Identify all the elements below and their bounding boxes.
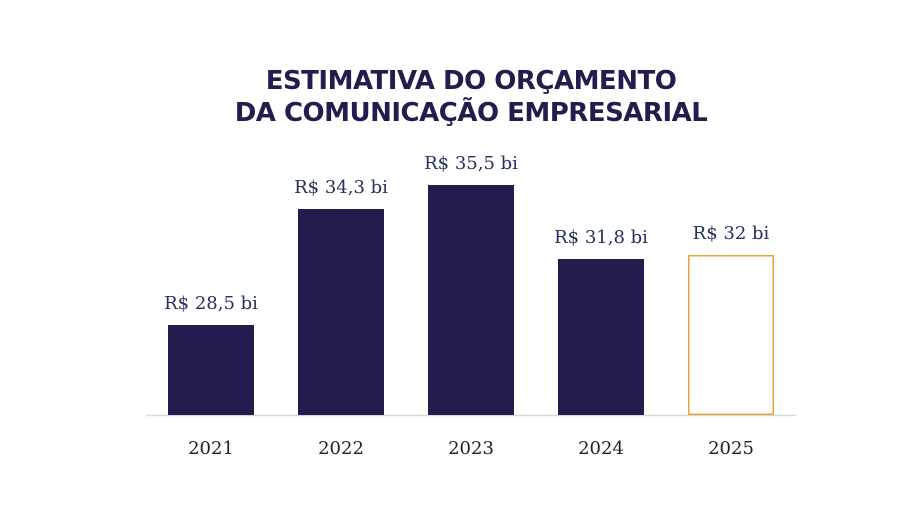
bar — [558, 259, 644, 415]
x-tick-label: 2022 — [318, 438, 364, 459]
x-tick-label: 2025 — [708, 438, 754, 459]
x-tick-label: 2021 — [188, 438, 234, 459]
x-tick-label: 2023 — [448, 438, 494, 459]
value-label: R$ 31,8 bi — [554, 227, 648, 248]
value-label: R$ 35,5 bi — [424, 153, 518, 174]
bar — [428, 185, 514, 415]
x-tick-label: 2024 — [578, 438, 624, 459]
bar — [688, 255, 774, 415]
value-label: R$ 32 bi — [693, 223, 770, 244]
value-label: R$ 34,3 bi — [294, 177, 388, 198]
chart-title: ESTIMATIVA DO ORÇAMENTO — [266, 66, 677, 96]
chart-title: DA COMUNICAÇÃO EMPRESARIAL — [235, 96, 708, 128]
value-label: R$ 28,5 bi — [164, 293, 258, 314]
bar — [298, 209, 384, 415]
bar — [168, 325, 254, 415]
